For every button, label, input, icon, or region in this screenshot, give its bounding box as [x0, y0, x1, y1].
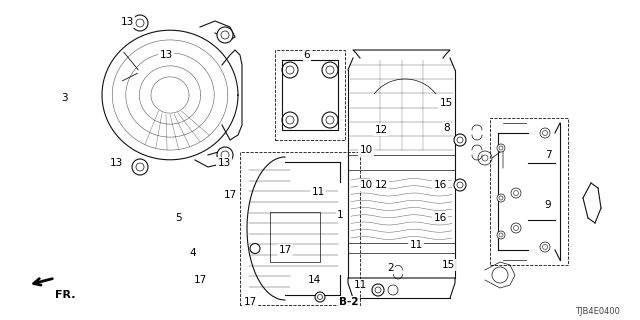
Text: 15: 15	[440, 98, 452, 108]
Circle shape	[540, 128, 550, 138]
Text: 10: 10	[360, 180, 372, 190]
Text: 16: 16	[433, 213, 447, 223]
Circle shape	[497, 194, 505, 202]
Text: 1: 1	[337, 210, 343, 220]
Circle shape	[132, 159, 148, 175]
Circle shape	[388, 285, 398, 295]
Text: 17: 17	[223, 190, 237, 200]
Circle shape	[372, 284, 384, 296]
Circle shape	[540, 242, 550, 252]
Circle shape	[511, 223, 521, 233]
Text: 13: 13	[120, 17, 134, 27]
Text: FR.: FR.	[55, 290, 76, 300]
Text: 3: 3	[61, 93, 67, 103]
Circle shape	[250, 244, 260, 253]
Text: 15: 15	[442, 260, 454, 270]
Circle shape	[511, 188, 521, 198]
Text: 12: 12	[374, 180, 388, 190]
Text: 14: 14	[307, 275, 321, 285]
Circle shape	[454, 134, 466, 146]
Text: 6: 6	[304, 50, 310, 60]
Text: 10: 10	[360, 145, 372, 155]
Text: 12: 12	[374, 125, 388, 135]
Text: 7: 7	[545, 150, 551, 160]
Bar	[270, 212, 320, 262]
Circle shape	[132, 15, 148, 31]
Text: TJB4E0400: TJB4E0400	[575, 308, 620, 316]
Text: 5: 5	[175, 213, 181, 223]
Text: 4: 4	[189, 248, 196, 258]
Text: 11: 11	[353, 280, 367, 290]
Text: 17: 17	[193, 275, 207, 285]
Text: 8: 8	[444, 123, 451, 133]
Text: 9: 9	[545, 200, 551, 210]
Circle shape	[497, 231, 505, 239]
Text: B-2: B-2	[339, 297, 359, 307]
Bar	[490, 118, 568, 265]
Text: 17: 17	[278, 245, 292, 255]
Bar	[240, 152, 360, 305]
Text: 16: 16	[433, 180, 447, 190]
Text: 13: 13	[218, 158, 230, 168]
Text: 13: 13	[159, 50, 173, 60]
Text: 11: 11	[410, 240, 422, 250]
Circle shape	[217, 27, 233, 43]
Text: 11: 11	[312, 187, 324, 197]
Circle shape	[497, 144, 505, 152]
Circle shape	[315, 292, 325, 302]
Circle shape	[454, 179, 466, 191]
Text: 17: 17	[243, 297, 257, 307]
Text: 13: 13	[109, 158, 123, 168]
Circle shape	[217, 147, 233, 163]
Text: 2: 2	[388, 263, 394, 273]
